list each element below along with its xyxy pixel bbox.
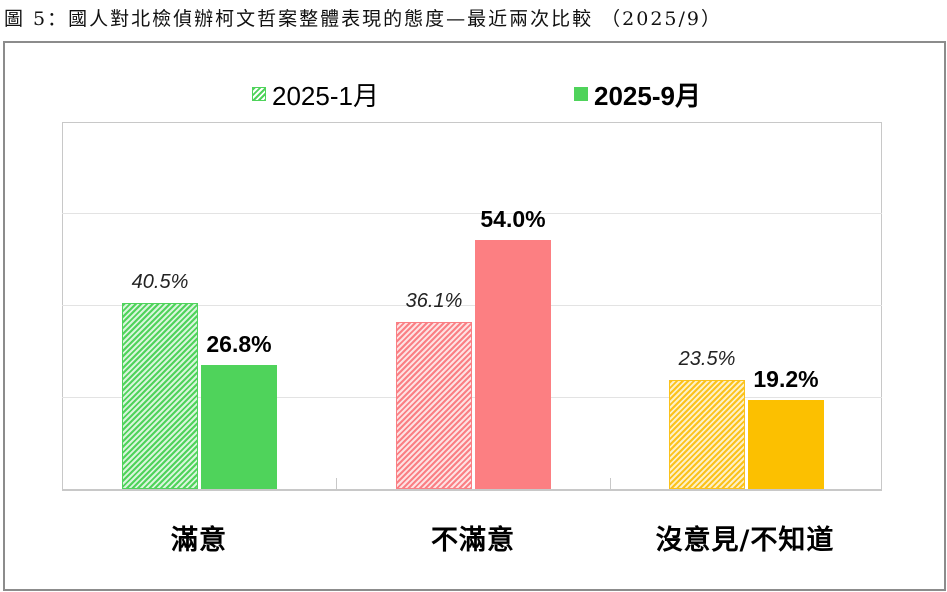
bar-satisfied-2025-9 <box>201 365 277 489</box>
gridline-20 <box>62 397 882 398</box>
bar-dissatisfied-2025-1 <box>396 322 472 489</box>
category-label-dissatisfied: 不滿意 <box>431 525 515 556</box>
gridline-60 <box>62 213 882 214</box>
gridline-40 <box>62 305 882 306</box>
value-label-dissatisfied-2025-9: 54.0% <box>480 206 546 232</box>
legend-solid-swatch-icon <box>574 87 588 101</box>
bar-noopinion-2025-9 <box>748 400 824 489</box>
value-label-noopinion-2025-1: 23.5% <box>678 348 736 370</box>
bar-dissatisfied-2025-9 <box>475 240 551 489</box>
value-label-dissatisfied-2025-1: 36.1% <box>405 290 463 312</box>
legend-hatched-swatch-icon <box>252 87 266 101</box>
x-axis-baseline <box>62 489 882 491</box>
bar-noopinion-2025-1 <box>669 380 745 489</box>
legend-item-2025-9: 2025-9月 <box>574 78 701 111</box>
bar-satisfied-2025-1 <box>122 303 198 489</box>
chart-frame <box>3 41 946 591</box>
chart-title: 圖 5：國人對北檢偵辦柯文哲案整體表現的態度—最近兩次比較 （2025/9） <box>4 8 723 30</box>
x-axis-tick <box>610 478 611 489</box>
value-label-noopinion-2025-9: 19.2% <box>753 366 819 392</box>
legend-label: 2025-9月 <box>594 80 701 111</box>
category-label-no-opinion: 沒意見/不知道 <box>655 525 835 556</box>
legend-label: 2025-1月 <box>272 80 379 111</box>
value-label-satisfied-2025-1: 40.5% <box>131 271 189 293</box>
legend-item-2025-1: 2025-1月 <box>252 78 379 111</box>
category-label-satisfied: 滿意 <box>171 525 227 556</box>
value-label-satisfied-2025-9: 26.8% <box>206 331 272 357</box>
x-axis-tick <box>336 478 337 489</box>
